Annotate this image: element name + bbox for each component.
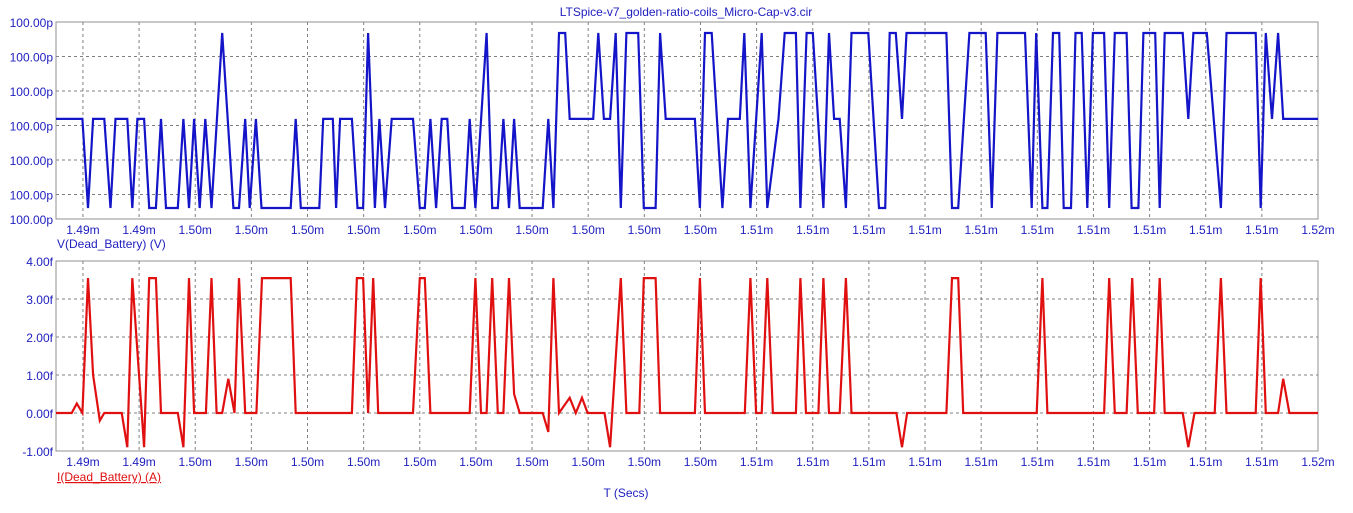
y-tick-label: 100.00p <box>10 120 54 134</box>
x-tick-label: 1.51m <box>964 455 997 469</box>
x-tick-label: 1.50m <box>291 455 324 469</box>
y-tick-label: 0.00f <box>26 407 53 421</box>
chart-title: LTSpice-v7_golden-ratio-coils_Micro-Cap-… <box>560 5 813 19</box>
x-tick-label: 1.50m <box>684 223 717 237</box>
x-tick-label: 1.52m <box>1301 455 1334 469</box>
x-tick-label: 1.51m <box>1245 455 1278 469</box>
x-tick-label: 1.51m <box>1189 455 1222 469</box>
y-tick-label: 4.00f <box>26 255 53 269</box>
x-tick-label: 1.49m <box>122 223 155 237</box>
current-trace-label[interactable]: I(Dead_Battery) (A) <box>57 470 161 484</box>
x-tick-label: 1.50m <box>515 455 548 469</box>
x-tick-label: 1.50m <box>572 455 605 469</box>
x-tick-label: 1.49m <box>66 455 99 469</box>
y-tick-label: 2.00f <box>26 331 53 345</box>
x-tick-label: 1.52m <box>1301 223 1334 237</box>
x-tick-label: 1.50m <box>403 455 436 469</box>
x-tick-label: 1.51m <box>964 223 997 237</box>
x-tick-label: 1.50m <box>572 223 605 237</box>
y-tick-label: 100.00p <box>10 154 54 168</box>
x-tick-label: 1.50m <box>459 223 492 237</box>
x-tick-label: 1.51m <box>1189 223 1222 237</box>
x-tick-label: 1.50m <box>291 223 324 237</box>
x-tick-label: 1.50m <box>235 455 268 469</box>
voltage-trace <box>56 31 1318 210</box>
x-tick-label: 1.49m <box>122 455 155 469</box>
x-tick-label: 1.49m <box>66 223 99 237</box>
x-tick-label: 1.51m <box>1133 223 1166 237</box>
x-tick-label: 1.51m <box>852 223 885 237</box>
x-tick-label: 1.51m <box>740 455 773 469</box>
x-tick-label: 1.51m <box>1021 455 1054 469</box>
x-tick-label: 1.50m <box>515 223 548 237</box>
x-tick-label: 1.50m <box>179 223 212 237</box>
y-tick-label: 1.00f <box>26 369 53 383</box>
x-tick-label: 1.51m <box>908 455 941 469</box>
y-tick-label: 100.00p <box>10 85 54 99</box>
x-tick-label: 1.51m <box>740 223 773 237</box>
x-tick-label: 1.50m <box>347 455 380 469</box>
x-tick-label: 1.51m <box>1021 223 1054 237</box>
x-axis-label: T (Secs) <box>603 486 648 500</box>
x-tick-label: 1.51m <box>1077 455 1110 469</box>
y-tick-label: 100.00p <box>10 51 54 65</box>
y-tick-label: 100.00p <box>10 189 54 203</box>
x-tick-label: 1.50m <box>459 455 492 469</box>
x-tick-label: 1.51m <box>852 455 885 469</box>
y-tick-label: 100.00p <box>10 213 54 227</box>
x-tick-label: 1.51m <box>1245 223 1278 237</box>
y-tick-label: -1.00f <box>22 445 53 459</box>
voltage-trace-label[interactable]: V(Dead_Battery) (V) <box>57 237 166 251</box>
current-plot: 1.49m 1.49m 1.50m 1.50m 1.50m 1.50m 1.50m 1.50m… <box>22 255 1334 469</box>
x-tick-label: 1.50m <box>179 455 212 469</box>
y-tick-label: 100.00p <box>10 16 54 30</box>
x-tick-label: 1.51m <box>796 223 829 237</box>
x-tick-label: 1.51m <box>796 455 829 469</box>
x-tick-label: 1.50m <box>403 223 436 237</box>
plot-frame <box>55 21 1319 220</box>
x-tick-label: 1.50m <box>628 223 661 237</box>
x-tick-label: 1.50m <box>628 455 661 469</box>
x-tick-label: 1.50m <box>684 455 717 469</box>
x-tick-label: 1.50m <box>235 223 268 237</box>
y-tick-label: 3.00f <box>26 293 53 307</box>
voltage-plot: 1.49m 1.49m 1.50m 1.50m 1.50m 1.50m 1.50m 1.50m… <box>10 16 1335 237</box>
current-trace <box>56 277 1318 448</box>
x-tick-label: 1.50m <box>347 223 380 237</box>
x-tick-label: 1.51m <box>1077 223 1110 237</box>
x-tick-label: 1.51m <box>908 223 941 237</box>
plot-frame <box>55 260 1319 452</box>
x-tick-label: 1.51m <box>1133 455 1166 469</box>
